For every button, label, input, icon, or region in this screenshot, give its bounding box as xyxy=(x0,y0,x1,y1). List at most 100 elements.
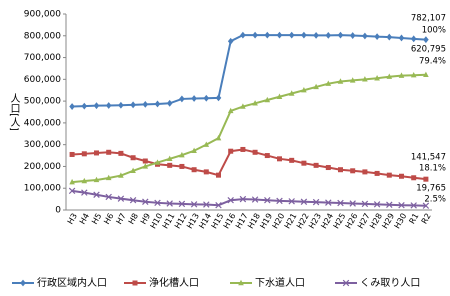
data-point xyxy=(154,159,161,165)
data-point xyxy=(117,195,125,202)
data-point xyxy=(240,103,246,109)
end-label: 620,795 xyxy=(411,45,446,55)
data-point xyxy=(142,100,149,108)
data-point xyxy=(410,202,417,209)
y-tick-label: 200,000 xyxy=(24,162,61,172)
data-point xyxy=(216,172,221,178)
legend-item: 浄化槽人口 xyxy=(124,276,199,289)
data-point xyxy=(276,93,283,99)
data-point xyxy=(325,165,331,171)
data-point xyxy=(69,178,75,185)
data-point xyxy=(301,160,307,166)
data-point xyxy=(362,169,368,175)
data-point xyxy=(179,151,185,158)
data-point xyxy=(423,71,429,78)
data-point xyxy=(313,162,319,168)
data-point xyxy=(69,103,75,110)
x-tick-label: H6 xyxy=(102,212,115,226)
data-point xyxy=(93,191,100,198)
end-label: 79.4% xyxy=(419,57,446,67)
data-point xyxy=(276,197,283,205)
data-point xyxy=(410,71,417,78)
data-point xyxy=(130,155,136,161)
data-point xyxy=(350,168,356,174)
legend-item: くみ取り人口 xyxy=(335,277,420,289)
data-point xyxy=(398,201,405,209)
series-line xyxy=(71,189,426,207)
data-point xyxy=(300,198,308,205)
data-point xyxy=(191,167,197,173)
data-point xyxy=(227,37,234,45)
data-point xyxy=(203,169,209,175)
data-point xyxy=(386,201,393,208)
data-point xyxy=(398,72,405,78)
data-point xyxy=(240,146,246,152)
y-axis-title: 人口[人] xyxy=(8,93,20,131)
data-point xyxy=(361,200,369,208)
data-point xyxy=(81,151,87,157)
legend-marker xyxy=(20,279,26,287)
data-point xyxy=(203,94,210,102)
end-label: 2.5% xyxy=(424,195,446,205)
y-tick-label: 500,000 xyxy=(24,97,61,107)
data-point xyxy=(338,167,343,173)
data-point xyxy=(411,175,417,181)
data-point xyxy=(142,163,149,169)
data-point xyxy=(105,193,112,201)
legend-label: 下水道人口 xyxy=(255,276,305,289)
x-tick-label: H5 xyxy=(90,212,103,226)
legend-marker xyxy=(238,279,244,286)
x-tick-label: H30 xyxy=(393,212,409,231)
legend-marker xyxy=(132,280,138,286)
data-point xyxy=(362,32,368,40)
data-point xyxy=(118,101,124,109)
data-point xyxy=(301,31,307,39)
data-point xyxy=(81,189,88,196)
data-point xyxy=(106,149,112,155)
y-tick-label: 800,000 xyxy=(24,31,61,41)
data-point xyxy=(337,199,344,207)
data-point xyxy=(215,94,222,102)
data-point xyxy=(178,200,186,208)
end-label: 19,765 xyxy=(416,184,446,194)
data-point xyxy=(301,87,307,93)
data-point xyxy=(190,201,198,208)
data-point xyxy=(423,176,429,182)
data-point xyxy=(215,201,222,209)
data-point xyxy=(264,96,271,103)
data-point xyxy=(264,31,271,39)
x-tick-label: R2 xyxy=(420,212,433,226)
end-label: 782,107 xyxy=(411,14,446,24)
data-point xyxy=(252,31,258,39)
data-point xyxy=(277,156,282,162)
data-point xyxy=(386,172,392,178)
data-point xyxy=(386,73,393,79)
data-point xyxy=(105,174,112,181)
legend-item: 下水道人口 xyxy=(230,276,305,289)
data-point xyxy=(349,77,356,83)
data-point xyxy=(264,153,270,159)
data-point xyxy=(349,200,356,207)
end-label: 100% xyxy=(422,26,446,36)
data-point xyxy=(142,198,149,205)
data-point xyxy=(373,201,381,208)
data-point xyxy=(215,134,222,141)
data-point xyxy=(312,198,320,206)
series-line xyxy=(72,34,426,108)
data-point xyxy=(81,102,88,110)
data-point xyxy=(374,170,380,176)
data-point xyxy=(240,31,246,39)
data-point xyxy=(264,196,271,204)
data-point xyxy=(105,102,112,109)
data-point xyxy=(166,200,173,207)
x-tick-label: H7 xyxy=(114,212,127,226)
data-point xyxy=(179,163,185,169)
x-tick-label: H3 xyxy=(66,212,79,226)
data-point xyxy=(130,101,136,109)
data-point xyxy=(239,195,247,203)
legend-item: 行政区域内人口 xyxy=(12,276,107,289)
data-point xyxy=(337,78,344,84)
data-point xyxy=(398,34,405,42)
data-point xyxy=(288,198,295,205)
